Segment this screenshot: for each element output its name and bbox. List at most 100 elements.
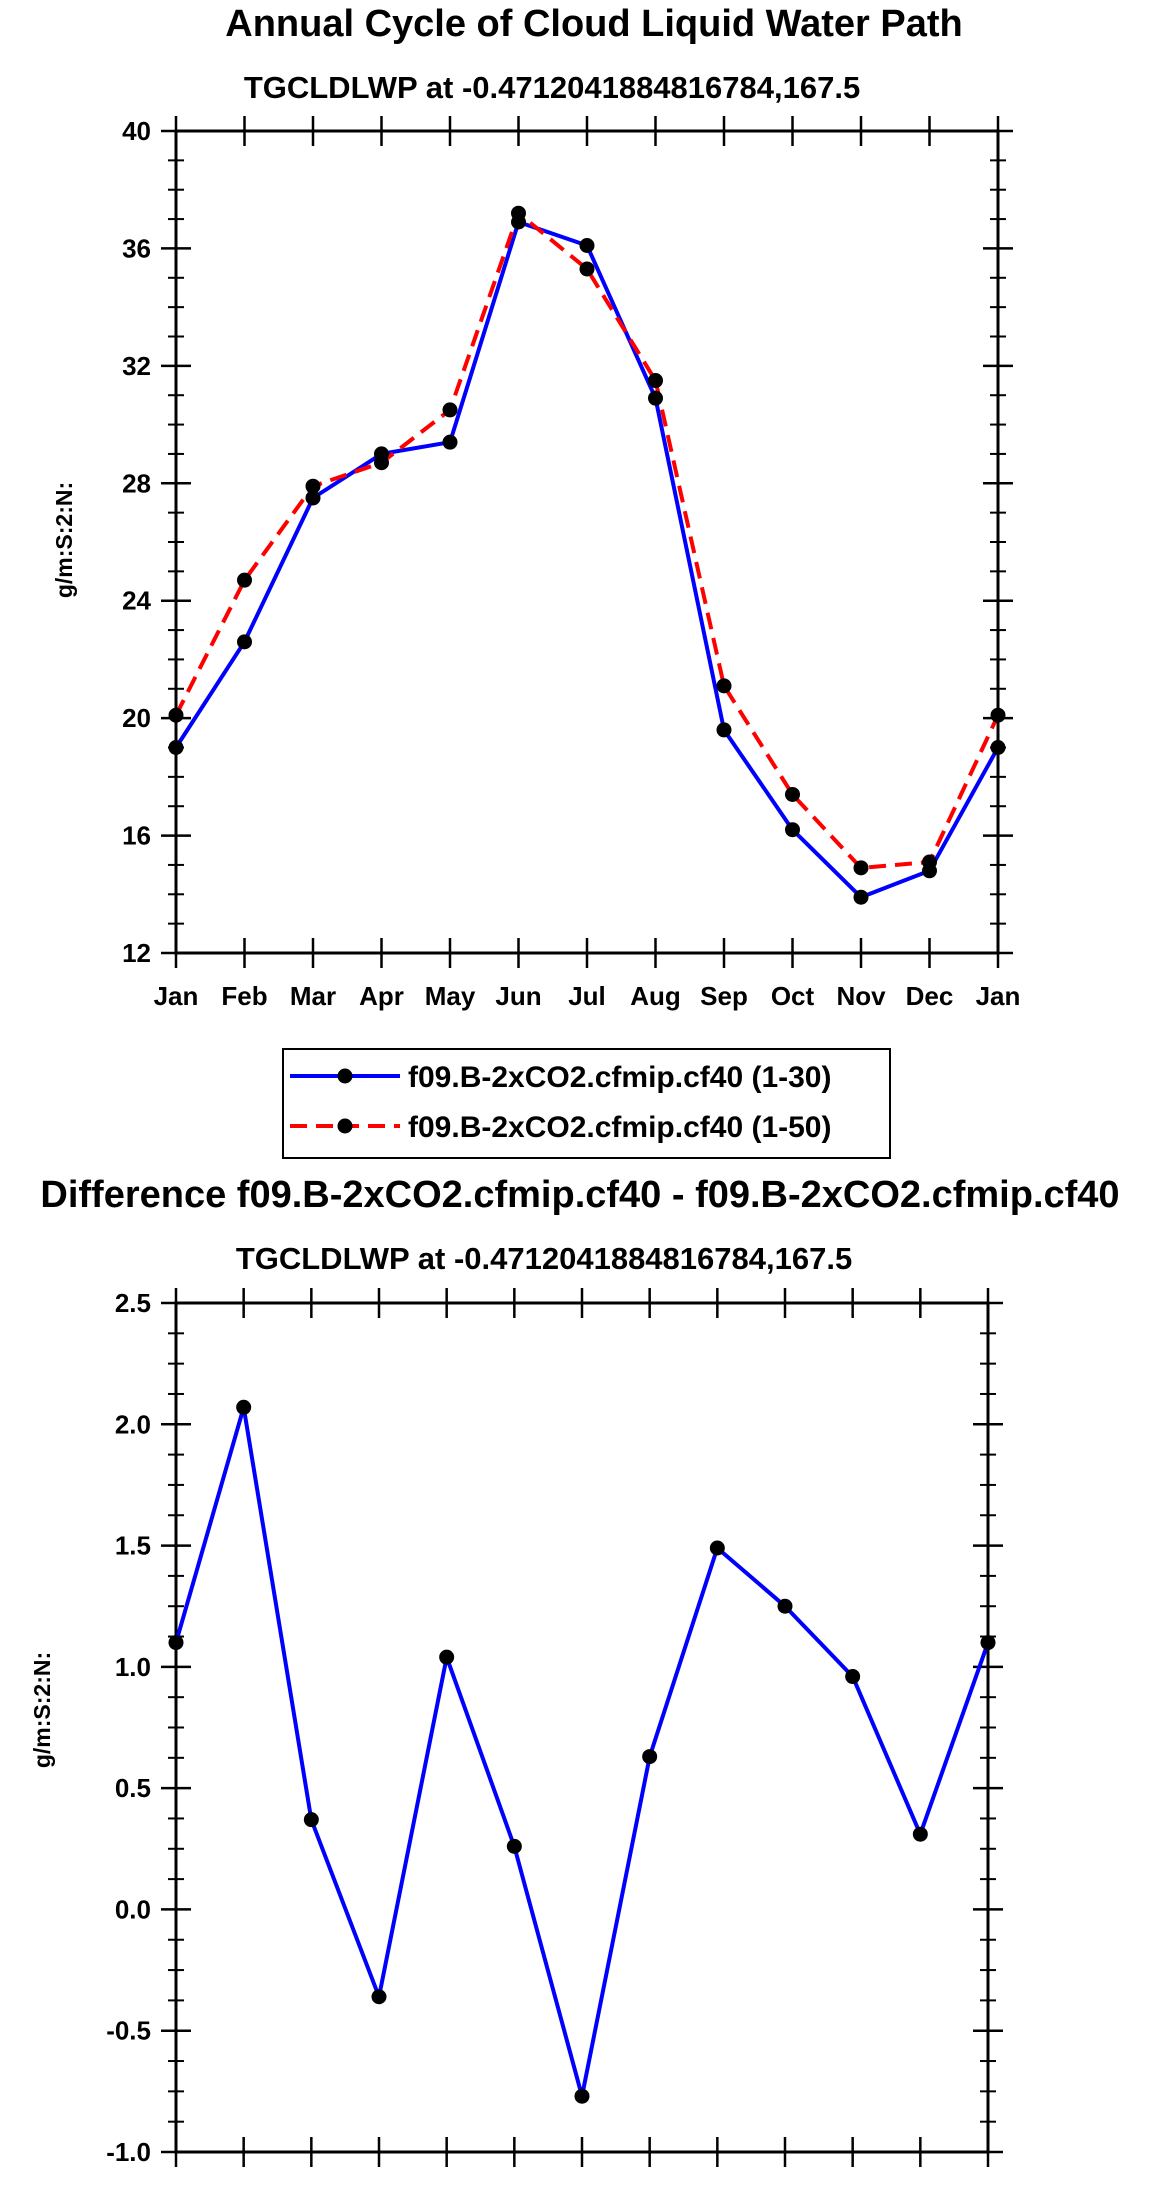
chart1-series-1-point bbox=[374, 455, 389, 471]
chart1-xtick-label: Aug bbox=[630, 981, 681, 1011]
chart2-ytick-labels: -1.0 -0.5 0.0 0.5 1.0 1.5 2.0 2.5 bbox=[106, 1288, 151, 2167]
chart2-ytick-label: 0.5 bbox=[115, 1773, 151, 1803]
chart1-series-1-point bbox=[237, 572, 252, 588]
chart1-series-0-point bbox=[168, 740, 184, 755]
chart1-series bbox=[168, 205, 1006, 905]
chart2-series-0-point bbox=[236, 1399, 252, 1415]
chart2-series-0-point bbox=[439, 1649, 455, 1665]
legend-label-1-30: f09.B-2xCO2.cfmip.cf40 (1-30) bbox=[408, 1061, 832, 1094]
chart2-series bbox=[168, 1399, 996, 2104]
chart2-xtick-label: Mar bbox=[288, 2180, 334, 2185]
chart1-series-0-point bbox=[716, 722, 732, 738]
chart2-series-line-0 bbox=[174, 1405, 990, 2099]
chart-annual-cycle: Annual Cycle of Cloud Liquid Water Path … bbox=[51, 3, 1021, 1159]
legend-label-1-50: f09.B-2xCO2.cfmip.cf40 (1-50) bbox=[408, 1111, 832, 1144]
chart1-ytick-label: 20 bbox=[122, 703, 151, 733]
chart1-title: Annual Cycle of Cloud Liquid Water Path bbox=[225, 3, 963, 45]
legend-marker-1-50 bbox=[337, 1118, 353, 1134]
legend-box bbox=[282, 1048, 891, 1159]
legend-entry-1-30: f09.B-2xCO2.cfmip.cf40 (1-30) bbox=[290, 1061, 832, 1094]
chart2-xtick-label: Jan bbox=[154, 2180, 199, 2185]
chart1-xtick-label: Feb bbox=[221, 981, 267, 1011]
chart2-xtick-label: Aug bbox=[624, 2180, 675, 2185]
chart2-ytick-label: -1.0 bbox=[106, 2137, 151, 2167]
chart2-xtick-label: Feb bbox=[221, 2180, 267, 2185]
chart2-xtick-label: Dec bbox=[896, 2180, 944, 2185]
chart1-series-0-point bbox=[579, 237, 595, 253]
chart2-series-0-point bbox=[709, 1540, 725, 1556]
chart1-series-1-point bbox=[168, 707, 184, 723]
chart2-ytick-label: 2.0 bbox=[115, 1409, 151, 1439]
chart1-series-1-point bbox=[579, 261, 595, 277]
chart1-xtick-label: Jan bbox=[976, 981, 1021, 1011]
chart1-xtick-label: Apr bbox=[359, 981, 404, 1011]
chart1-xtick-label: Jul bbox=[568, 981, 606, 1011]
chart2-series-0-point bbox=[168, 1635, 184, 1651]
chart2-series-0-point bbox=[980, 1635, 996, 1651]
chart1-series-0-point bbox=[442, 434, 458, 450]
chart1-series-0-point bbox=[990, 740, 1006, 755]
chart1-xtick-label: Jan bbox=[154, 981, 199, 1011]
chart1-ytick-label: 32 bbox=[122, 351, 151, 381]
chart1-xtick-label: Dec bbox=[906, 981, 954, 1011]
chart1-ytick-label: 12 bbox=[122, 938, 151, 968]
chart2-ytick-label: -0.5 bbox=[106, 2016, 151, 2046]
chart2-ylabel: g/m:S:2:N: bbox=[29, 1652, 55, 1768]
chart1-ytick-label: 24 bbox=[122, 586, 151, 616]
chart2-xtick-labels: Jan Feb Mar Apr May Jun Jul Aug Sep Oct Nov Dec Jan bbox=[154, 2180, 1011, 2185]
chart1-xtick-label: Mar bbox=[290, 981, 336, 1011]
chart1-ytick-label: 16 bbox=[122, 821, 151, 851]
chart2-xtick-label: Sep bbox=[693, 2180, 741, 2185]
chart2-ytick-label: 1.0 bbox=[115, 1652, 151, 1682]
chart1-xtick-label: Nov bbox=[836, 981, 886, 1011]
chart1-series-0-point bbox=[237, 634, 252, 650]
chart1-xtick-label: May bbox=[425, 981, 476, 1011]
chart2-subtitle: TGCLDLWP at -0.4712041884816784,167.5 bbox=[236, 1241, 852, 1276]
chart1-series-1-point bbox=[785, 786, 800, 802]
chart2-ytick-label: 0.0 bbox=[115, 1894, 151, 1924]
legend-entry-1-50: f09.B-2xCO2.cfmip.cf40 (1-50) bbox=[290, 1111, 832, 1144]
chart1-series-0-point bbox=[785, 822, 800, 838]
chart1-ytick-label: 36 bbox=[122, 233, 151, 263]
chart1-series-1-point bbox=[922, 854, 937, 870]
chart1-series-0-point bbox=[853, 889, 869, 905]
chart1-ylabel: g/m:S:2:N: bbox=[51, 482, 77, 598]
chart2-ticks bbox=[161, 1288, 1003, 2167]
chart1-xtick-label: Jun bbox=[495, 981, 541, 1011]
chart2-title: Difference f09.B-2xCO2.cfmip.cf40 - f09.… bbox=[40, 1174, 1119, 1216]
chart1-ytick-label: 40 bbox=[122, 116, 151, 146]
chart1-plot-frame bbox=[174, 129, 1000, 955]
chart1-series-line-0 bbox=[174, 220, 1000, 900]
chart-difference: Difference f09.B-2xCO2.cfmip.cf40 - f09.… bbox=[29, 1174, 1120, 2185]
chart2-xtick-label: Jan bbox=[966, 2180, 1011, 2185]
chart1-series-1-point bbox=[853, 860, 869, 876]
chart1-xtick-label: Oct bbox=[771, 981, 815, 1011]
chart1-series-line-1 bbox=[174, 211, 1000, 870]
chart2-series-0-point bbox=[506, 1838, 522, 1854]
chart1-series-1-point bbox=[648, 373, 663, 389]
chart2-series-0-point bbox=[303, 1812, 319, 1828]
chart2-series-0-point bbox=[574, 2088, 590, 2104]
chart1-xtick-labels: Jan Feb Mar Apr May Jun Jul Aug Sep Oct Nov Dec Jan bbox=[154, 981, 1021, 1011]
chart1-series-1-point bbox=[511, 205, 526, 221]
chart1-ticks bbox=[161, 116, 1013, 968]
chart2-series-0-point bbox=[912, 1826, 928, 1842]
chart1-series-0-point bbox=[648, 390, 663, 406]
chart1-ytick-label: 28 bbox=[122, 468, 151, 498]
chart2-xtick-label: Oct bbox=[763, 2180, 807, 2185]
chart1-series-0-point bbox=[305, 490, 321, 506]
chart2-series-0-point bbox=[845, 1669, 861, 1685]
chart1-subtitle: TGCLDLWP at -0.4712041884816784,167.5 bbox=[244, 70, 860, 105]
chart1-ytick-labels: 12 16 20 24 28 32 36 40 bbox=[122, 116, 151, 968]
chart2-ytick-label: 2.5 bbox=[115, 1288, 151, 1318]
chart1-legend: f09.B-2xCO2.cfmip.cf40 (1-30) f09.B-2xCO… bbox=[282, 1048, 891, 1159]
chart2-xtick-label: Jun bbox=[491, 2180, 537, 2185]
chart1-series-1-point bbox=[442, 402, 458, 418]
legend-marker-1-30 bbox=[337, 1068, 353, 1084]
chart2-ytick-label: 1.5 bbox=[115, 1531, 151, 1561]
chart2-xtick-label: Apr bbox=[357, 2180, 402, 2185]
chart2-series-0-point bbox=[371, 1989, 387, 2005]
chart1-xtick-label: Sep bbox=[700, 981, 748, 1011]
chart2-xtick-label: May bbox=[421, 2180, 472, 2185]
